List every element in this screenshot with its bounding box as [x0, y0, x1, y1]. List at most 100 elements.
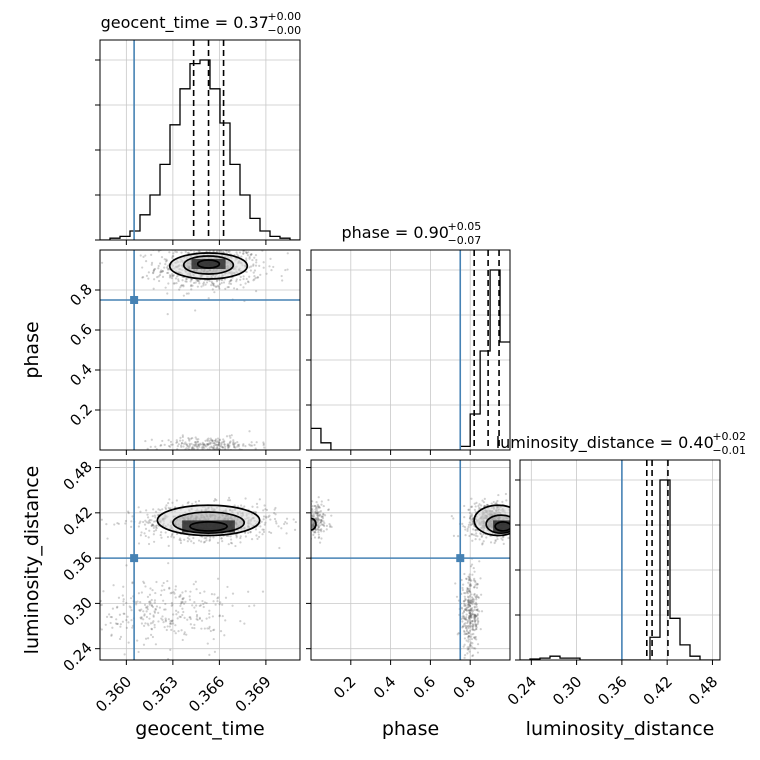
- sample-point: [468, 595, 472, 598]
- sample-point: [316, 513, 319, 516]
- sample-point: [311, 509, 314, 512]
- y-tick-label: 0.6: [66, 320, 96, 350]
- sample-point: [136, 600, 139, 603]
- sample-point: [180, 445, 183, 449]
- sample-point: [170, 628, 173, 632]
- sample-point: [147, 536, 150, 539]
- sample-point: [496, 537, 499, 541]
- sample-point: [198, 250, 201, 253]
- sample-point: [273, 517, 277, 521]
- sample-point: [260, 520, 263, 523]
- sample-point: [238, 247, 240, 249]
- sample-point: [471, 628, 474, 631]
- sample-point: [315, 518, 318, 521]
- sample-point: [250, 444, 254, 447]
- sample-point: [203, 627, 206, 630]
- sample-point: [472, 647, 476, 650]
- sample-point: [244, 445, 247, 448]
- sample-point: [172, 613, 175, 616]
- sample-point: [192, 583, 195, 586]
- sample-point: [319, 528, 322, 532]
- sample-point: [118, 613, 122, 616]
- sample-point: [157, 508, 160, 511]
- sample-point: [214, 247, 216, 249]
- sample-point: [152, 520, 156, 523]
- sample-point: [468, 629, 472, 632]
- sample-point: [262, 530, 266, 534]
- sample-point: [483, 497, 486, 500]
- sample-point: [231, 604, 234, 607]
- sample-point: [307, 524, 309, 526]
- sample-point: [227, 446, 231, 449]
- sample-point: [475, 638, 478, 641]
- sample-point: [160, 256, 164, 259]
- contour-line: [182, 255, 235, 275]
- sample-point: [268, 265, 271, 268]
- sample-point: [274, 513, 277, 516]
- sample-point: [467, 589, 471, 593]
- sample-point: [126, 615, 129, 618]
- sample-point: [474, 595, 477, 598]
- sample-point: [206, 443, 209, 446]
- sample-point: [315, 512, 318, 515]
- sample-point: [158, 262, 162, 265]
- sample-point: [247, 280, 250, 284]
- sample-point: [235, 288, 239, 291]
- sample-point: [317, 531, 320, 534]
- sample-point: [194, 281, 197, 284]
- sample-point: [256, 276, 259, 279]
- sample-point: [473, 502, 476, 505]
- sample-point: [152, 508, 155, 511]
- sample-point: [182, 284, 185, 287]
- sample-point: [240, 255, 243, 258]
- sample-point: [315, 505, 318, 508]
- sample-point: [159, 533, 162, 537]
- sample-point: [317, 518, 320, 521]
- sample-point: [226, 585, 229, 589]
- sample-point: [215, 441, 218, 444]
- x-tick-label: 0.24: [504, 673, 540, 709]
- sample-point: [127, 511, 130, 515]
- sample-point: [316, 524, 320, 527]
- sample-point: [325, 524, 329, 527]
- sample-point: [316, 520, 319, 523]
- sample-point: [222, 441, 225, 444]
- sample-point: [129, 597, 133, 600]
- sample-point: [193, 441, 197, 444]
- sample-point: [278, 546, 281, 550]
- sample-point: [181, 504, 184, 507]
- sample-point: [221, 540, 224, 543]
- sample-point: [216, 600, 219, 603]
- sample-point: [109, 621, 112, 625]
- sample-point: [468, 614, 471, 618]
- sample-point: [221, 614, 224, 618]
- sample-point: [469, 584, 473, 587]
- histogram-title-phase: phase = 0.90: [341, 223, 479, 242]
- sample-point: [229, 538, 233, 541]
- sample-point: [151, 523, 154, 526]
- sample-point: [202, 602, 205, 606]
- sample-point: [264, 521, 267, 524]
- sample-point: [470, 598, 473, 602]
- scatter-frame-geocent_time-luminosity_distance: [99, 459, 301, 661]
- sample-point: [328, 522, 331, 526]
- sample-point: [462, 610, 466, 614]
- sample-point: [202, 443, 205, 447]
- sample-point: [467, 575, 470, 578]
- sample-point: [150, 627, 153, 630]
- sample-point: [471, 539, 474, 542]
- sample-point: [187, 501, 190, 504]
- sample-point: [470, 616, 473, 619]
- sample-point: [217, 577, 220, 580]
- sample-point: [170, 535, 173, 538]
- sample-point: [472, 533, 475, 536]
- sample-point: [180, 251, 183, 254]
- sample-point: [177, 630, 180, 633]
- sample-point: [472, 624, 475, 627]
- sample-point: [186, 502, 189, 505]
- sample-point: [166, 292, 169, 295]
- sample-point: [466, 527, 469, 530]
- sample-point: [187, 447, 190, 450]
- sample-point: [486, 504, 489, 507]
- sample-point: [467, 631, 471, 634]
